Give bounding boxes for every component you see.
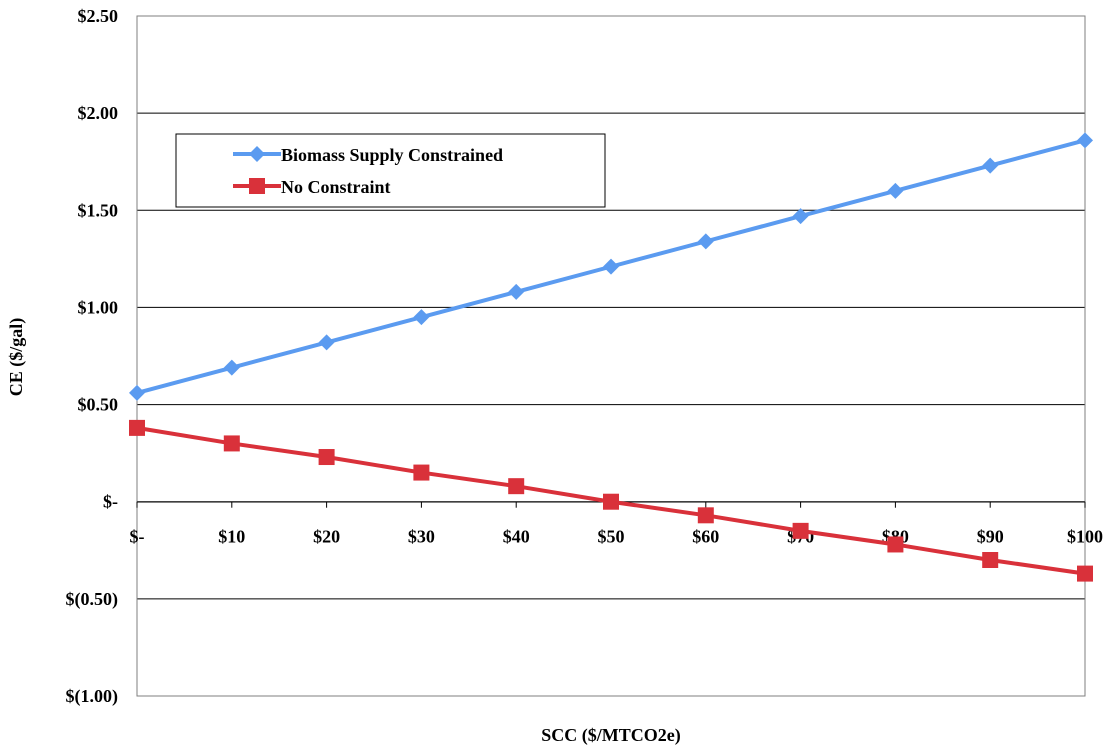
- legend-label-biomass: Biomass Supply Constrained: [281, 145, 503, 165]
- data-point-diamond: [413, 309, 430, 326]
- x-tick-label: $30: [408, 527, 435, 547]
- data-point-diamond: [1077, 132, 1093, 149]
- x-tick-label: $60: [692, 527, 719, 547]
- data-point-square: [792, 522, 809, 539]
- legend: Biomass Supply Constrained No Constraint: [175, 133, 606, 208]
- plot-area-border: [136, 15, 1086, 697]
- data-point-diamond: [697, 233, 714, 250]
- y-tick-label: $2.50: [78, 6, 119, 26]
- data-point-diamond: [887, 182, 904, 199]
- data-point-square: [508, 478, 525, 495]
- x-tick-label: $20: [313, 527, 340, 547]
- legend-label-no-constraint: No Constraint: [281, 177, 391, 197]
- data-point-diamond: [318, 334, 335, 351]
- data-point-square: [603, 493, 619, 510]
- y-tick-label: $(1.00): [66, 686, 119, 707]
- data-point-diamond: [792, 208, 809, 225]
- data-point-diamond: [982, 157, 999, 174]
- x-axis-title: SCC ($/MTCO2e): [541, 725, 680, 746]
- data-point-square: [887, 536, 904, 553]
- legend-box: [175, 133, 606, 208]
- x-tick-label: $-: [130, 527, 145, 547]
- legend-marker-biomass: [249, 146, 265, 162]
- data-point-square: [223, 435, 240, 452]
- y-tick-label: $1.50: [78, 200, 119, 220]
- legend-marker-no-constraint: [249, 178, 265, 194]
- data-point-diamond: [129, 384, 145, 401]
- data-point-diamond: [603, 258, 619, 275]
- y-tick-label: $2.00: [78, 103, 119, 123]
- data-point-square: [697, 507, 714, 524]
- data-point-square: [1077, 565, 1093, 582]
- x-tick-label: $100: [1067, 527, 1103, 547]
- data-point-square: [982, 552, 999, 568]
- y-axis-title: CE ($/gal): [6, 318, 27, 397]
- y-tick-label: $0.50: [78, 395, 119, 415]
- y-tick-label: $(0.50): [66, 589, 119, 610]
- x-tick-label: $50: [598, 527, 625, 547]
- data-point-square: [413, 464, 430, 481]
- series-layer: [129, 132, 1093, 582]
- y-tick-label: $-: [103, 492, 118, 512]
- data-point-square: [318, 449, 335, 466]
- data-point-diamond: [508, 283, 525, 300]
- x-tick-label: $40: [503, 527, 530, 547]
- x-tick-label: $90: [977, 527, 1004, 547]
- y-axis-tick-labels: $2.50 $2.00 $1.50 $1.00 $0.50 $- $(0.50) $(1.00…: [66, 6, 119, 707]
- x-tick-label: $10: [218, 527, 245, 547]
- y-tick-label: $1.00: [78, 297, 119, 317]
- data-point-diamond: [223, 359, 240, 376]
- data-point-square: [129, 419, 145, 436]
